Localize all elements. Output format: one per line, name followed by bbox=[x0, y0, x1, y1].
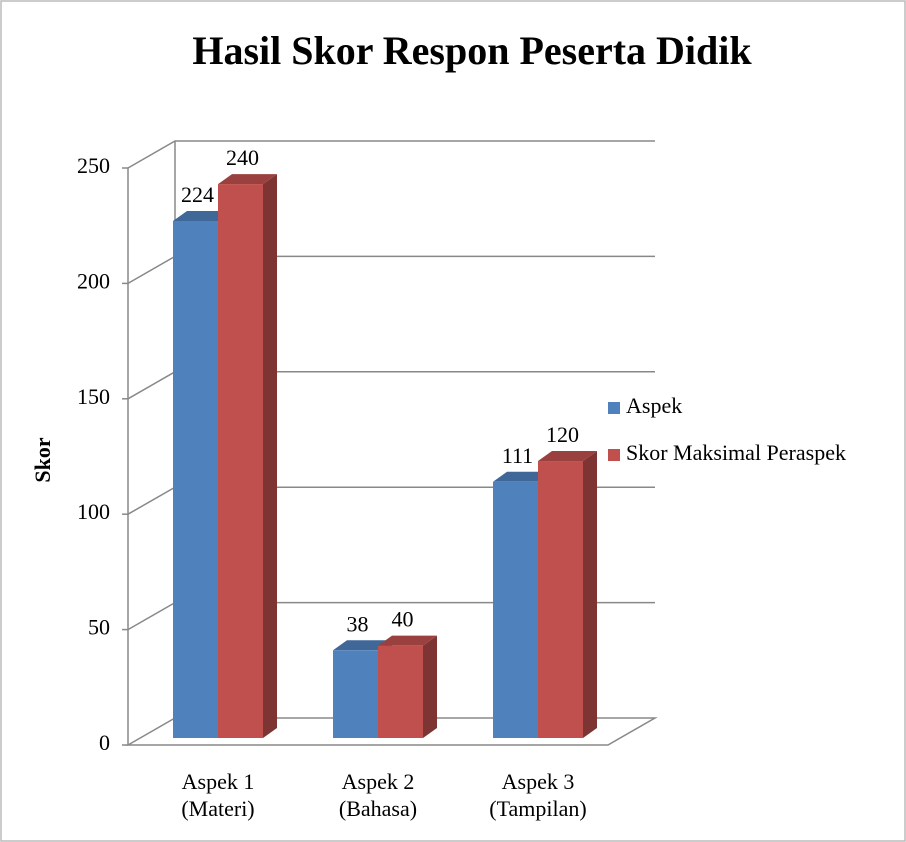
data-label: 224 bbox=[181, 182, 214, 207]
data-label: 111 bbox=[502, 443, 533, 468]
legend-label: Aspek bbox=[626, 393, 682, 418]
bar-top bbox=[218, 174, 277, 185]
chart-title: Hasil Skor Respon Peserta Didik bbox=[192, 28, 752, 73]
bar-top bbox=[173, 211, 232, 222]
y-tick-label: 50 bbox=[88, 615, 110, 640]
bar bbox=[538, 461, 583, 738]
bar-top bbox=[378, 635, 437, 646]
floor bbox=[125, 717, 658, 746]
legend-swatch bbox=[608, 402, 620, 414]
grid-line bbox=[127, 140, 655, 169]
y-tick-label: 200 bbox=[77, 268, 110, 293]
x-tick-label: Aspek 3 (Tampilan) bbox=[489, 769, 587, 821]
bar-top bbox=[493, 471, 552, 482]
bar-top bbox=[538, 451, 597, 462]
data-label: 40 bbox=[392, 607, 414, 632]
data-label: 120 bbox=[546, 422, 579, 447]
bar-top bbox=[333, 640, 392, 651]
y-tick-label: 150 bbox=[77, 384, 110, 409]
bar bbox=[378, 645, 423, 738]
bar bbox=[493, 481, 538, 738]
x-tick-label: Aspek 2 (Bahasa) bbox=[338, 769, 418, 821]
bar-side bbox=[423, 635, 437, 738]
y-tick-label: 0 bbox=[99, 730, 110, 755]
legend-swatch bbox=[608, 449, 620, 461]
bar bbox=[333, 650, 378, 738]
data-label: 240 bbox=[226, 145, 259, 170]
data-label: 38 bbox=[347, 611, 369, 636]
x-tick-label: Aspek 1 (Materi) bbox=[181, 769, 255, 821]
bar-side bbox=[263, 174, 277, 738]
bar-side bbox=[583, 451, 597, 738]
legend-label: Skor Maksimal Peraspek bbox=[626, 440, 846, 465]
y-tick-label: 100 bbox=[77, 499, 110, 524]
y-tick-label: 250 bbox=[77, 153, 110, 178]
bar bbox=[173, 221, 218, 738]
bar bbox=[218, 184, 263, 738]
y-axis-label: Skor bbox=[30, 437, 55, 482]
